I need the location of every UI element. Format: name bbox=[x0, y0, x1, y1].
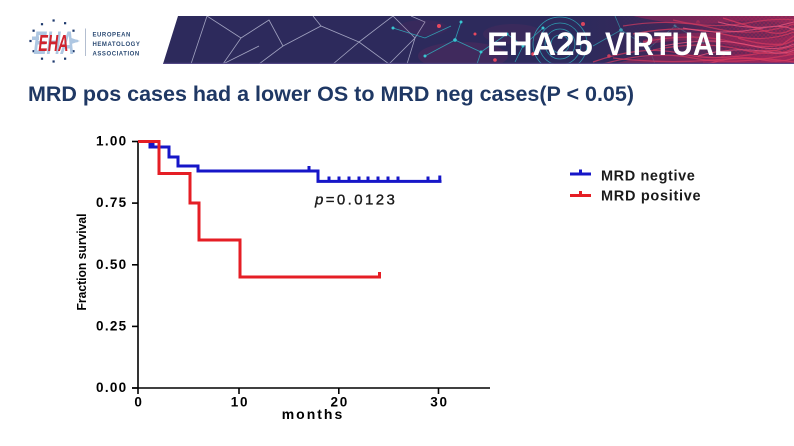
svg-text:30: 30 bbox=[430, 394, 449, 409]
svg-text:EUROPEAN: EUROPEAN bbox=[93, 33, 131, 39]
svg-text:0.50: 0.50 bbox=[96, 257, 127, 272]
svg-text:p=0.0123: p=0.0123 bbox=[314, 192, 397, 209]
svg-text:1.00: 1.00 bbox=[96, 134, 127, 149]
svg-text:EHA25: EHA25 bbox=[487, 25, 593, 62]
svg-text:0.00: 0.00 bbox=[96, 380, 127, 395]
svg-text:0.75: 0.75 bbox=[96, 195, 127, 210]
svg-text:MRD positive: MRD positive bbox=[601, 189, 701, 205]
svg-text:EHA: EHA bbox=[34, 25, 75, 61]
svg-text:months: months bbox=[282, 406, 345, 422]
svg-text:VIRTUAL: VIRTUAL bbox=[605, 25, 732, 62]
svg-text:0.25: 0.25 bbox=[96, 319, 127, 334]
svg-text:Fraction survival: Fraction survival bbox=[74, 214, 89, 311]
svg-text:10: 10 bbox=[231, 394, 250, 409]
svg-text:20: 20 bbox=[330, 394, 349, 409]
svg-text:EHA: EHA bbox=[38, 30, 68, 56]
svg-text:0: 0 bbox=[134, 394, 143, 409]
svg-text:HEMATOLOGY: HEMATOLOGY bbox=[93, 42, 141, 48]
svg-text:ASSOCIATION: ASSOCIATION bbox=[93, 52, 140, 58]
svg-text:MRD negtive: MRD negtive bbox=[601, 168, 695, 184]
